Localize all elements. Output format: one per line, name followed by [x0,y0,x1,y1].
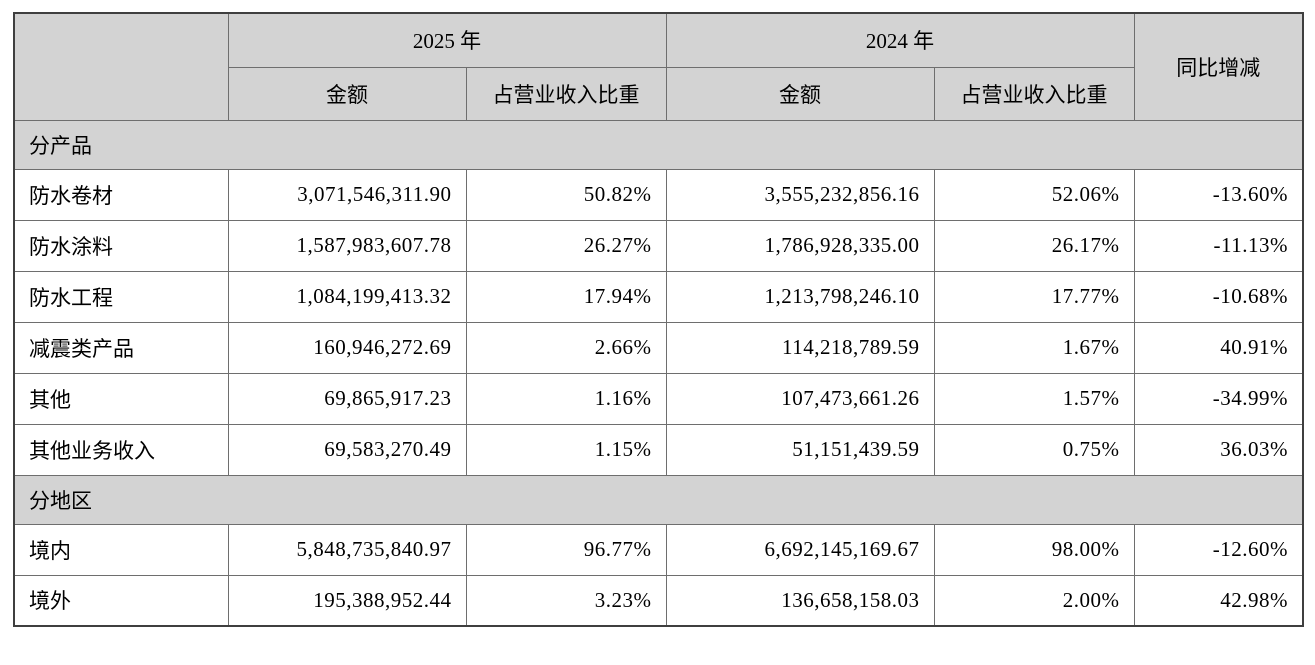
table-row: 其他业务收入 69,583,270.49 1.15% 51,151,439.59… [13,423,1304,476]
ratio-2025-cell: 26.27% [465,219,667,272]
yoy-cell: 40.91% [1133,321,1304,374]
amount-2025-cell: 69,583,270.49 [227,423,467,476]
row-label: 境内 [13,523,229,576]
amount-2024-cell: 114,218,789.59 [665,321,935,374]
header-row-metrics: 金额 占营业收入比重 金额 占营业收入比重 [14,66,1303,121]
row-label: 其他业务收入 [13,423,229,476]
table-row: 防水卷材 3,071,546,311.90 50.82% 3,555,232,8… [13,168,1304,221]
section-row-by-region: 分地区 [13,474,1304,525]
ratio-2024-cell: 17.77% [933,270,1135,323]
table-row: 防水工程 1,084,199,413.32 17.94% 1,213,798,2… [13,270,1304,323]
yoy-cell: 36.03% [1133,423,1304,476]
header-corner-blank [13,12,229,121]
yoy-cell: -10.68% [1133,270,1304,323]
revenue-breakdown-table: 2025 年 2024 年 同比增减 金额 占营业收入比重 金额 占营业收入比重… [13,12,1304,627]
row-label: 防水卷材 [13,168,229,221]
amount-2024-cell: 136,658,158.03 [665,574,935,627]
ratio-2024-cell: 98.00% [933,523,1135,576]
amount-2024-cell: 3,555,232,856.16 [665,168,935,221]
amount-2025-cell: 3,071,546,311.90 [227,168,467,221]
ratio-2025-cell: 1.16% [465,372,667,425]
header-row-years: 2025 年 2024 年 同比增减 [13,12,1304,121]
ratio-2025-cell: 50.82% [465,168,667,221]
header-amount-2024: 金额 [665,66,935,121]
table-row: 防水涂料 1,587,983,607.78 26.27% 1,786,928,3… [13,219,1304,272]
ratio-2024-cell: 52.06% [933,168,1135,221]
yoy-cell: 42.98% [1133,574,1304,627]
ratio-2025-cell: 3.23% [465,574,667,627]
row-label: 其他 [13,372,229,425]
section-title: 分产品 [13,119,1304,170]
amount-2025-cell: 69,865,917.23 [227,372,467,425]
ratio-2025-cell: 17.94% [465,270,667,323]
ratio-2025-cell: 2.66% [465,321,667,374]
header-year-2024: 2024 年 [665,12,1135,68]
yoy-cell: -34.99% [1133,372,1304,425]
row-label: 防水涂料 [13,219,229,272]
row-label: 减震类产品 [13,321,229,374]
yoy-cell: -13.60% [1133,168,1304,221]
amount-2025-cell: 1,084,199,413.32 [227,270,467,323]
amount-2024-cell: 1,786,928,335.00 [665,219,935,272]
table-row: 减震类产品 160,946,272.69 2.66% 114,218,789.5… [13,321,1304,374]
row-label: 防水工程 [13,270,229,323]
section-title: 分地区 [13,474,1304,525]
yoy-cell: -11.13% [1133,219,1304,272]
amount-2025-cell: 160,946,272.69 [227,321,467,374]
header-amount-2025: 金额 [227,66,467,121]
table-row: 其他 69,865,917.23 1.16% 107,473,661.26 1.… [13,372,1304,425]
ratio-2024-cell: 2.00% [933,574,1135,627]
amount-2024-cell: 51,151,439.59 [665,423,935,476]
amount-2024-cell: 6,692,145,169.67 [665,523,935,576]
table-row: 境外 195,388,952.44 3.23% 136,658,158.03 2… [13,574,1304,627]
section-row-by-product: 分产品 [13,119,1304,170]
ratio-2024-cell: 26.17% [933,219,1135,272]
amount-2024-cell: 107,473,661.26 [665,372,935,425]
ratio-2024-cell: 1.57% [933,372,1135,425]
amount-2025-cell: 195,388,952.44 [227,574,467,627]
yoy-cell: -12.60% [1133,523,1304,576]
row-label: 境外 [13,574,229,627]
header-ratio-2025: 占营业收入比重 [465,66,667,121]
table-row: 境内 5,848,735,840.97 96.77% 6,692,145,169… [13,523,1304,576]
amount-2025-cell: 5,848,735,840.97 [227,523,467,576]
header-yoy-change: 同比增减 [1133,12,1304,121]
ratio-2025-cell: 1.15% [465,423,667,476]
ratio-2025-cell: 96.77% [465,523,667,576]
header-year-2025: 2025 年 [227,12,667,68]
header-ratio-2024: 占营业收入比重 [933,66,1135,121]
amount-2025-cell: 1,587,983,607.78 [227,219,467,272]
ratio-2024-cell: 1.67% [933,321,1135,374]
amount-2024-cell: 1,213,798,246.10 [665,270,935,323]
ratio-2024-cell: 0.75% [933,423,1135,476]
